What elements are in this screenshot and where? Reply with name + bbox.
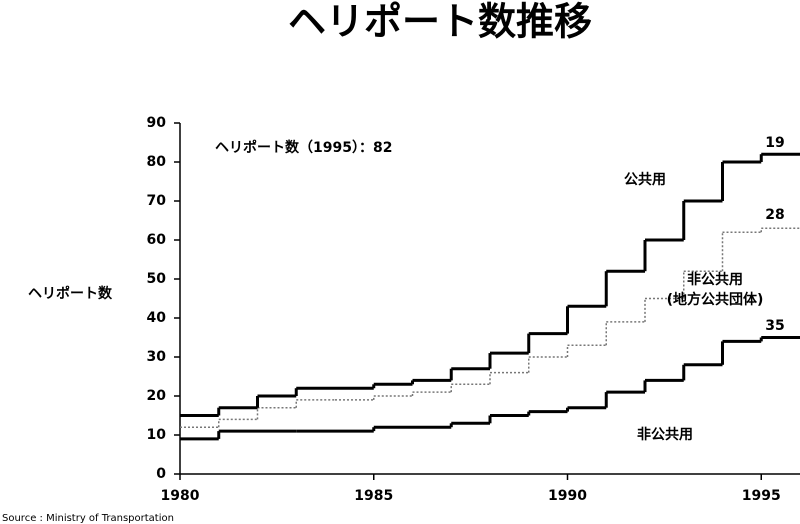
value-label: 19 xyxy=(765,135,784,151)
y-tick-label: 0 xyxy=(156,466,166,482)
y-tick-label: 30 xyxy=(147,349,167,365)
y-tick-label: 70 xyxy=(147,193,167,209)
y-axis-label: ヘリポート数 xyxy=(28,285,113,302)
chart-title: ヘリポート数推移 xyxy=(288,0,592,44)
series-label: 公共用 xyxy=(624,172,666,188)
y-tick-label: 60 xyxy=(147,232,167,248)
x-tick-label: 1990 xyxy=(548,488,587,504)
x-tick-label: 1980 xyxy=(161,488,200,504)
series-label: 非公共用 xyxy=(637,427,693,443)
y-tick-label: 10 xyxy=(147,427,167,443)
x-tick-label: 1985 xyxy=(354,488,393,504)
value-label: 35 xyxy=(765,318,784,334)
y-tick-label: 20 xyxy=(147,388,167,404)
y-tick-label: 90 xyxy=(147,115,167,131)
y-tick-label: 80 xyxy=(147,154,167,170)
source: Source : Ministry of Transportation xyxy=(2,513,174,524)
value-label: 28 xyxy=(765,207,784,223)
y-tick-label: 40 xyxy=(147,310,167,326)
series-label: 非公共用 (地方公共団体) xyxy=(666,272,764,308)
annotation: ヘリポート数（1995）：82 xyxy=(215,139,392,156)
y-tick-label: 50 xyxy=(147,271,167,287)
x-tick-label: 1995 xyxy=(742,488,781,504)
